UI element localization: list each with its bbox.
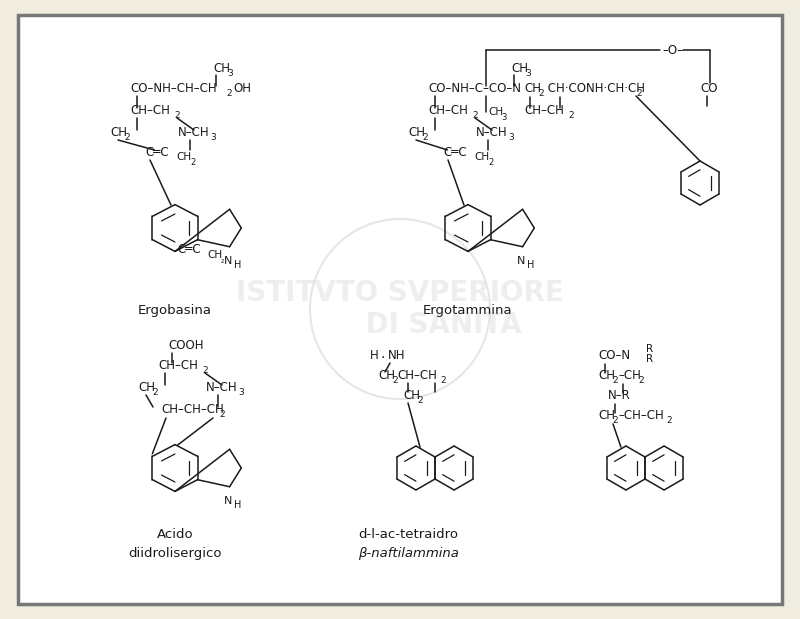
Text: 2: 2: [422, 132, 428, 142]
Text: 2: 2: [226, 89, 232, 98]
Text: diidrolisergico: diidrolisergico: [128, 547, 222, 560]
Text: CO–NH–CH–CH: CO–NH–CH–CH: [130, 82, 217, 95]
Text: Ergobasina: Ergobasina: [138, 303, 212, 316]
Text: 2: 2: [538, 89, 544, 98]
Text: C═C: C═C: [443, 145, 466, 158]
Text: CH: CH: [598, 368, 615, 381]
Text: CH: CH: [110, 126, 127, 139]
Text: R: R: [646, 344, 653, 354]
Text: CH: CH: [403, 389, 420, 402]
Text: ISTITVTO SVPERIORE
         DI SANITA: ISTITVTO SVPERIORE DI SANITA: [236, 279, 564, 339]
Text: 2: 2: [488, 157, 494, 167]
Text: 3: 3: [501, 113, 506, 121]
Text: C═C: C═C: [145, 145, 169, 158]
Text: CO–NH–C–CO–N: CO–NH–C–CO–N: [428, 82, 521, 95]
Text: 2: 2: [568, 111, 574, 119]
Text: CH: CH: [524, 82, 541, 95]
Text: 2: 2: [636, 89, 642, 98]
Text: d-l-ac-tetraidro: d-l-ac-tetraidro: [358, 529, 458, 542]
Text: CH: CH: [488, 107, 503, 117]
Text: 3: 3: [525, 69, 530, 77]
Text: CH: CH: [598, 409, 615, 422]
Text: C═C: C═C: [177, 243, 201, 256]
Text: 2: 2: [440, 376, 446, 384]
Text: 2: 2: [152, 387, 158, 397]
Text: ₂: ₂: [221, 256, 224, 265]
Text: N: N: [224, 495, 233, 506]
Text: CH·CONH·CH·CH: CH·CONH·CH·CH: [544, 82, 645, 95]
Text: CH–CH: CH–CH: [524, 103, 564, 116]
Text: 3: 3: [227, 69, 233, 77]
Text: 2: 2: [219, 410, 225, 418]
Text: N: N: [224, 256, 233, 266]
Text: 2: 2: [666, 415, 672, 425]
Text: N–CH: N–CH: [206, 381, 238, 394]
Text: OH: OH: [233, 82, 251, 95]
Text: N: N: [517, 256, 526, 266]
Text: 2: 2: [612, 415, 618, 425]
Text: H: H: [370, 348, 378, 361]
Text: CH: CH: [176, 152, 191, 162]
Text: 2: 2: [417, 396, 422, 404]
Text: H: H: [234, 259, 241, 269]
Text: –O–: –O–: [662, 43, 683, 56]
Text: 2: 2: [190, 157, 195, 167]
Text: CH: CH: [474, 152, 489, 162]
Text: N–R: N–R: [608, 389, 630, 402]
Text: 2: 2: [174, 111, 180, 119]
Text: 2: 2: [472, 111, 478, 119]
Text: CH: CH: [378, 368, 395, 381]
Text: 2: 2: [202, 365, 208, 374]
Text: CO: CO: [700, 82, 718, 95]
Text: Acido: Acido: [157, 529, 194, 542]
Text: ·: ·: [380, 351, 384, 365]
Text: –CH–CH: –CH–CH: [618, 409, 664, 422]
Text: CH: CH: [207, 251, 222, 261]
Text: H: H: [526, 259, 534, 269]
Text: 2: 2: [638, 376, 644, 384]
Text: 3: 3: [508, 132, 514, 142]
Text: –CH: –CH: [618, 368, 641, 381]
Text: 2: 2: [612, 376, 618, 384]
Text: R: R: [646, 354, 653, 364]
Text: CH–CH: CH–CH: [130, 103, 170, 116]
Text: β-naftilammina: β-naftilammina: [358, 547, 458, 560]
Text: H: H: [234, 500, 241, 509]
Text: CH–CH: CH–CH: [428, 103, 468, 116]
Text: 2: 2: [124, 132, 130, 142]
Text: CH–CH: CH–CH: [158, 358, 198, 371]
Text: 2: 2: [392, 376, 398, 384]
Text: CH–CH–CH: CH–CH–CH: [161, 402, 224, 415]
Text: N–CH: N–CH: [476, 126, 508, 139]
Text: 3: 3: [210, 132, 216, 142]
Text: COOH: COOH: [168, 339, 203, 352]
Text: CO–N: CO–N: [598, 348, 630, 361]
Text: CH: CH: [213, 61, 230, 74]
Text: CH: CH: [138, 381, 155, 394]
Text: N–CH: N–CH: [178, 126, 210, 139]
Text: CH: CH: [511, 61, 528, 74]
Text: CH–CH: CH–CH: [397, 368, 437, 381]
FancyBboxPatch shape: [18, 15, 782, 604]
Text: NH: NH: [388, 348, 406, 361]
Text: Ergotammina: Ergotammina: [423, 303, 513, 316]
Text: 3: 3: [238, 387, 244, 397]
Text: CH: CH: [408, 126, 425, 139]
